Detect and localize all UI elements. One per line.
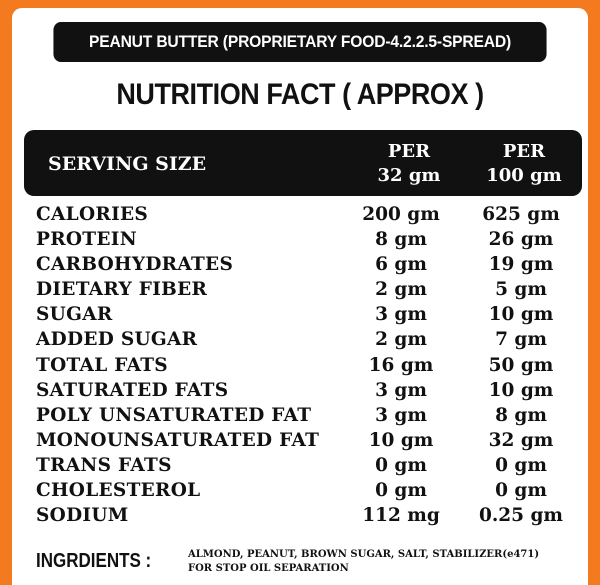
value-per-100: 8 gm [495, 404, 547, 426]
table-row: SUGAR 3 gm 10 gm [36, 304, 576, 329]
nutrient-name: CHOLESTEROL [36, 480, 201, 502]
nutrient-name: PROTEIN [36, 229, 137, 251]
value-per-100: 10 gm [488, 379, 554, 401]
nutrient-name: TOTAL FATS [36, 354, 168, 376]
nutrient-name: SODIUM [36, 505, 129, 527]
value-per-32: 6 gm [375, 254, 427, 276]
ingredients-text: ALMOND, PEANUT, BROWN SUGAR, SALT, STABI… [188, 548, 578, 576]
value-per-100: 7 gm [495, 329, 547, 351]
table-row: CARBOHYDRATES 6 gm 19 gm [36, 254, 576, 279]
table-row: SODIUM 112 mg 0.25 gm [36, 505, 576, 530]
value-per-32: 2 gm [375, 279, 427, 301]
serving-size-label: SERVING SIZE [48, 153, 207, 175]
table-row: TOTAL FATS 16 gm 50 gm [36, 355, 576, 380]
value-per-32: 112 mg [362, 505, 440, 527]
value-per-32: 8 gm [375, 229, 427, 251]
nutrient-name: SATURATED FATS [36, 379, 229, 401]
nutrient-name: CARBOHYDRATES [36, 254, 234, 276]
nutrient-name: POLY UNSATURATED FAT [36, 404, 312, 426]
nutrition-rows: CALORIES 200 gm 625 gm PROTEIN 8 gm 26 gm CA… [36, 204, 576, 530]
page-title: NUTRITION FACT ( APPROX ) [116, 78, 484, 111]
value-per-32: 3 gm [375, 304, 427, 326]
nutrient-name: DIETARY FIBER [36, 279, 208, 301]
nutrient-name: MONOUNSATURATED FAT [36, 429, 320, 451]
value-per-32: 16 gm [368, 354, 434, 376]
nutrient-name: ADDED SUGAR [36, 329, 198, 351]
nutrient-name: CALORIES [36, 204, 149, 225]
column-per-100-line2: 100 gm [486, 165, 562, 186]
table-row: DIETARY FIBER 2 gm 5 gm [36, 279, 576, 304]
table-row: SATURATED FATS 3 gm 10 gm [36, 380, 576, 405]
value-per-100: 5 gm [495, 279, 547, 301]
value-per-100: 50 gm [488, 354, 554, 376]
nutrient-name: SUGAR [36, 304, 113, 326]
nutrition-card: PEANUT BUTTER (PROPRIETARY FOOD-4.2.2.5-… [12, 8, 588, 585]
column-per-100: PER 100 gm [474, 140, 574, 188]
value-per-100: 0 gm [495, 480, 547, 502]
product-banner: PEANUT BUTTER (PROPRIETARY FOOD-4.2.2.5-… [53, 22, 547, 62]
table-row: PROTEIN 8 gm 26 gm [36, 229, 576, 254]
value-per-32: 200 gm [362, 204, 440, 225]
value-per-100: 0 gm [495, 454, 547, 476]
column-per-100-line1: PER [502, 141, 546, 162]
value-per-32: 0 gm [375, 480, 427, 502]
value-per-100: 10 gm [488, 304, 554, 326]
table-row: MONOUNSATURATED FAT 10 gm 32 gm [36, 430, 576, 455]
ingredients-line-2: FOR STOP OIL SEPARATION [188, 563, 349, 574]
value-per-100: 625 gm [482, 204, 560, 225]
value-per-32: 3 gm [375, 404, 427, 426]
ingredients-line-1: ALMOND, PEANUT, BROWN SUGAR, SALT, STABI… [188, 549, 540, 560]
table-row: CALORIES 200 gm 625 gm [36, 204, 576, 229]
table-row: CHOLESTEROL 0 gm 0 gm [36, 480, 576, 505]
value-per-100: 32 gm [488, 429, 554, 451]
table-row: TRANS FATS 0 gm 0 gm [36, 455, 576, 480]
value-per-100: 26 gm [488, 229, 554, 251]
value-per-32: 0 gm [375, 454, 427, 476]
value-per-100: 19 gm [488, 254, 554, 276]
value-per-32: 2 gm [375, 329, 427, 351]
nutrient-name: TRANS FATS [36, 454, 172, 476]
column-per-32-line1: PER [387, 141, 431, 162]
value-per-32: 3 gm [375, 379, 427, 401]
value-per-32: 10 gm [368, 429, 434, 451]
value-per-100: 0.25 gm [478, 505, 563, 527]
table-row: ADDED SUGAR 2 gm 7 gm [36, 329, 576, 354]
column-per-32-line2: 32 gm [377, 165, 441, 186]
table-header: SERVING SIZE PER 32 gm PER 100 gm [24, 130, 582, 196]
column-per-32: PER 32 gm [359, 140, 459, 188]
ingredients-label: INGRDIENTS : [36, 550, 152, 572]
table-row: POLY UNSATURATED FAT 3 gm 8 gm [36, 405, 576, 430]
